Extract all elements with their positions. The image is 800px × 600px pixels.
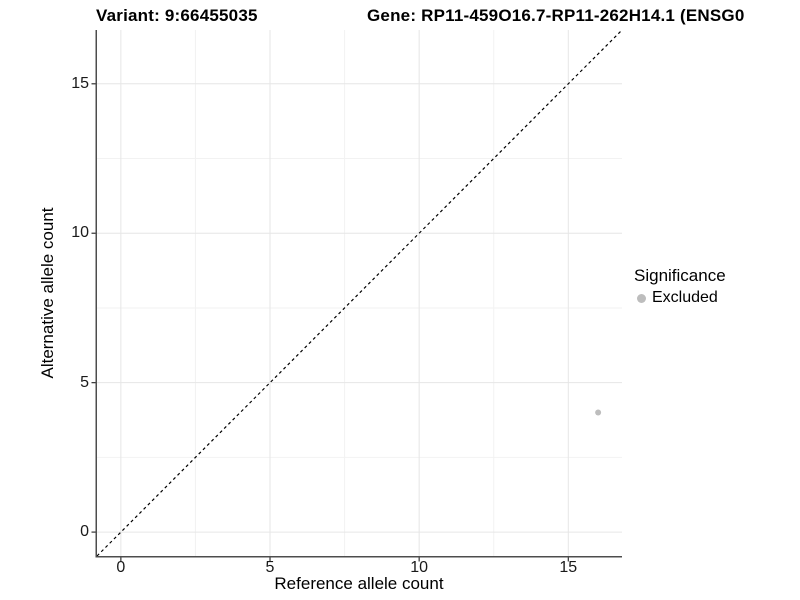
legend-point-icon <box>637 293 646 303</box>
x-tick-label: 0 <box>116 559 126 576</box>
y-tick-label: 5 <box>80 373 89 391</box>
legend: Significance Excluded <box>634 266 726 307</box>
x-tick-label: 5 <box>265 559 275 576</box>
legend-title: Significance <box>634 266 726 285</box>
plot-canvas <box>91 30 622 562</box>
plot-title-variant: Variant: 9:66455035 <box>96 6 258 25</box>
legend-item-label: Excluded <box>652 289 718 306</box>
x-tick-label: 15 <box>559 559 578 576</box>
y-tick-label: 15 <box>71 74 89 92</box>
data-point <box>595 409 602 416</box>
x-tick-label: 10 <box>410 559 429 576</box>
x-axis-title: Reference allele count <box>274 574 444 593</box>
plot-title-gene: Gene: RP11-459O16.7-RP11-262H14.1 (ENSG0 <box>367 6 745 25</box>
legend-item-excluded: Excluded <box>634 289 726 307</box>
identity-dashed-line <box>96 30 622 557</box>
y-tick-label: 0 <box>80 523 89 541</box>
y-tick-label: 10 <box>71 224 89 242</box>
